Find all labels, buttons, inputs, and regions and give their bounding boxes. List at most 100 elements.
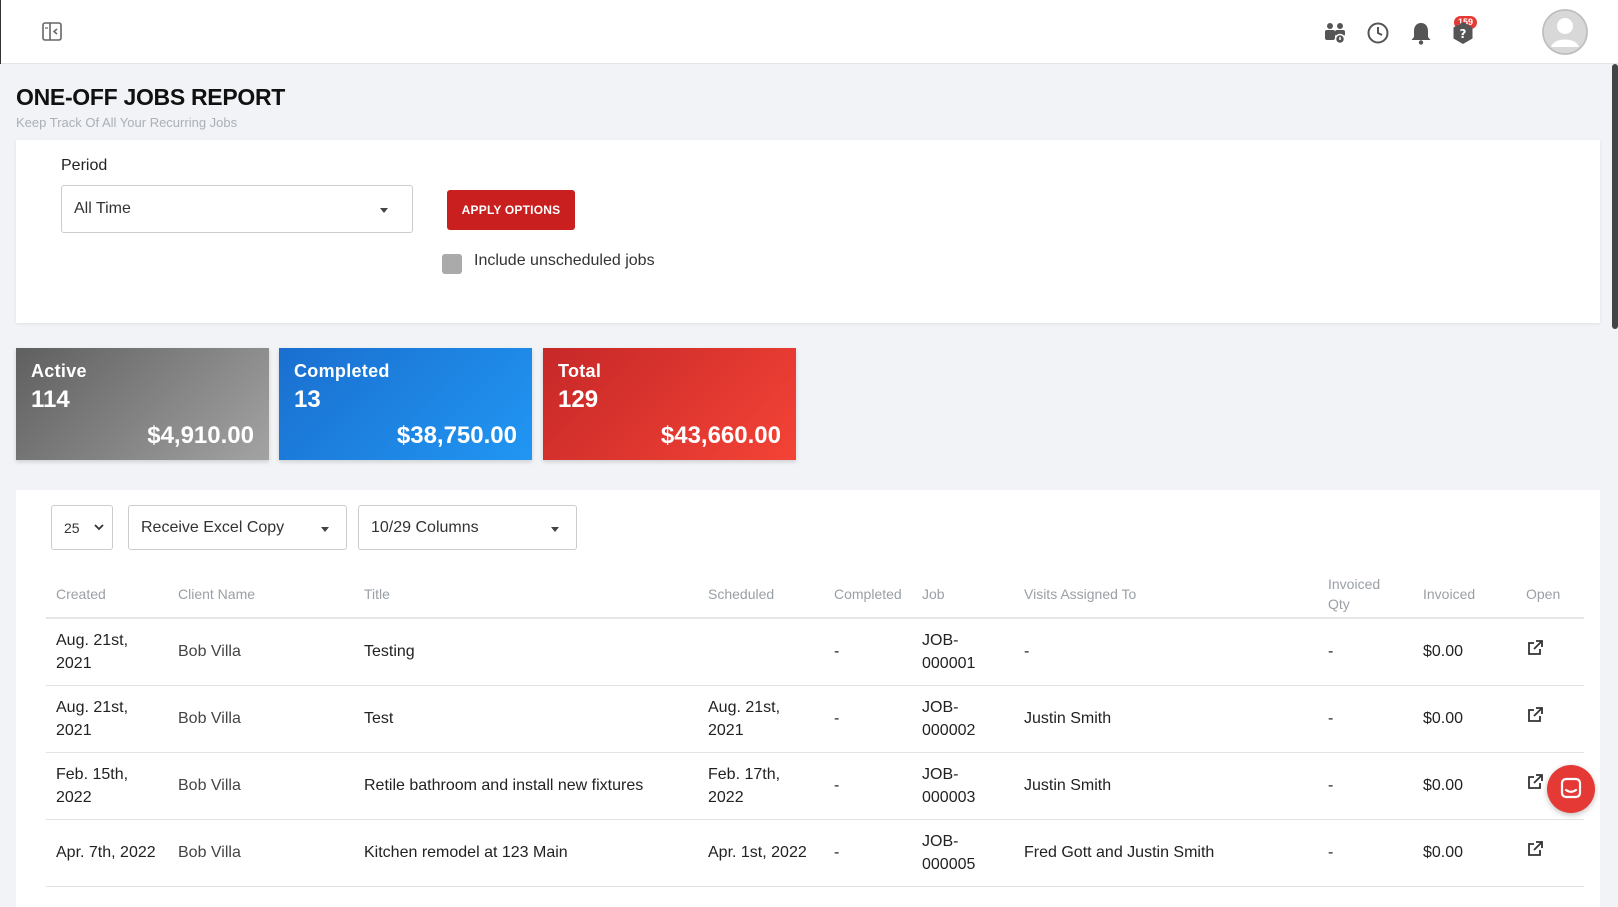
col-header-created[interactable]: Created <box>46 570 168 619</box>
stat-completed-amount: $38,750.00 <box>396 422 517 449</box>
cell-client: Bob Villa <box>168 618 354 686</box>
cell-job: JOB-000002 <box>912 685 1014 753</box>
chat-icon <box>1560 777 1582 799</box>
cell-scheduled <box>698 618 824 686</box>
team-icon[interactable] <box>1322 20 1348 46</box>
page-scrollbar[interactable] <box>1612 64 1618 329</box>
chat-launcher-button[interactable] <box>1547 765 1595 813</box>
options-card: Period All Time APPLY OPTIONS Include un… <box>16 140 1600 323</box>
top-bar: 159 ? <box>0 0 1618 64</box>
stat-card-total: Total 129 $43,660.00 <box>543 348 796 460</box>
col-header-scheduled[interactable]: Scheduled <box>698 570 824 619</box>
clock-icon[interactable] <box>1365 20 1391 46</box>
cell-client: Bob Villa <box>168 819 354 887</box>
apply-options-button[interactable]: APPLY OPTIONS <box>447 190 575 230</box>
stat-total-count: 129 <box>558 386 599 413</box>
jobs-table-card: 25 Receive Excel Copy 10/29 Columns Crea… <box>16 490 1600 907</box>
cell-created: Apr. 7th, 2022 <box>46 819 168 887</box>
external-link-icon[interactable] <box>1526 840 1544 858</box>
columns-select[interactable]: 10/29 Columns <box>358 505 577 550</box>
cell-title: Retile bathroom and install new fixtures <box>354 752 698 820</box>
cell-assigned: Fred Gott and Justin Smith <box>1014 819 1318 887</box>
stat-card-active: Active 114 $4,910.00 <box>16 348 269 460</box>
bell-icon[interactable] <box>1408 20 1434 46</box>
col-header-invoiced[interactable]: Invoiced <box>1413 570 1516 619</box>
period-label: Period <box>61 157 108 174</box>
user-avatar[interactable] <box>1542 9 1588 55</box>
chevron-down-icon <box>551 527 559 532</box>
jobs-table: Created Client Name Title Scheduled Comp… <box>46 570 1584 887</box>
table-row[interactable]: Aug. 21st, 2021 Bob Villa Testing - JOB-… <box>46 618 1584 686</box>
cell-assigned: Justin Smith <box>1014 685 1318 753</box>
include-unscheduled-label: Include unscheduled jobs <box>474 252 655 269</box>
include-unscheduled-checkbox[interactable] <box>442 254 462 274</box>
cell-invoiced: $0.00 <box>1413 618 1516 686</box>
cell-open <box>1516 685 1584 753</box>
page-title: ONE-OFF JOBS REPORT <box>16 84 286 110</box>
cell-job: JOB-000005 <box>912 819 1014 887</box>
col-header-job[interactable]: Job <box>912 570 1014 619</box>
columns-value: 10/29 Columns <box>371 519 479 536</box>
cell-invoiced: $0.00 <box>1413 819 1516 887</box>
cell-scheduled: Apr. 1st, 2022 <box>698 819 824 887</box>
col-header-completed[interactable]: Completed <box>824 570 912 619</box>
svg-text:?: ? <box>1460 27 1467 41</box>
stat-total-amount: $43,660.00 <box>660 422 781 449</box>
stat-card-completed: Completed 13 $38,750.00 <box>279 348 532 460</box>
col-header-assigned[interactable]: Visits Assigned To <box>1014 570 1318 619</box>
col-header-open: Open <box>1516 570 1584 619</box>
period-select[interactable]: All Time <box>61 185 413 233</box>
stat-active-label: Active <box>31 361 87 381</box>
cell-client: Bob Villa <box>168 685 354 753</box>
chevron-down-icon <box>380 208 388 213</box>
stat-active-count: 114 <box>31 386 70 413</box>
stat-total-label: Total <box>558 361 602 381</box>
cell-job: JOB-000001 <box>912 618 1014 686</box>
table-header-row: Created Client Name Title Scheduled Comp… <box>46 570 1584 619</box>
cell-open <box>1516 819 1584 887</box>
period-select-value: All Time <box>74 200 131 217</box>
cell-assigned: - <box>1014 618 1318 686</box>
col-header-client[interactable]: Client Name <box>168 570 354 619</box>
cell-title: Test <box>354 685 698 753</box>
cell-created: Aug. 21st, 2021 <box>46 685 168 753</box>
cell-completed: - <box>824 819 912 887</box>
col-header-title[interactable]: Title <box>354 570 698 619</box>
stat-active-amount: $4,910.00 <box>147 422 254 449</box>
excel-copy-select[interactable]: Receive Excel Copy <box>128 505 347 550</box>
table-row[interactable]: Apr. 7th, 2022 Bob Villa Kitchen remodel… <box>46 819 1584 887</box>
cell-created: Feb. 15th, 2022 <box>46 752 168 820</box>
cell-title: Kitchen remodel at 123 Main <box>354 819 698 887</box>
per-page-value: 25 <box>64 520 80 536</box>
chevron-down-icon <box>321 527 329 532</box>
page-subtitle: Keep Track Of All Your Recurring Jobs <box>16 115 238 130</box>
cell-title: Testing <box>354 618 698 686</box>
stat-completed-count: 13 <box>294 386 321 413</box>
external-link-icon[interactable] <box>1526 639 1544 657</box>
external-link-icon[interactable] <box>1526 706 1544 724</box>
cell-qty: - <box>1318 819 1413 887</box>
help-icon[interactable]: ? <box>1450 20 1476 46</box>
col-header-qty[interactable]: Invoiced Qty <box>1318 570 1413 619</box>
cell-invoiced: $0.00 <box>1413 752 1516 820</box>
per-page-select[interactable]: 25 <box>51 505 113 550</box>
cell-scheduled: Feb. 17th, 2022 <box>698 752 824 820</box>
chevron-down-icon <box>94 524 104 531</box>
cell-job: JOB-000003 <box>912 752 1014 820</box>
cell-client: Bob Villa <box>168 752 354 820</box>
cell-completed: - <box>824 752 912 820</box>
cell-assigned: Justin Smith <box>1014 752 1318 820</box>
cell-qty: - <box>1318 752 1413 820</box>
cell-scheduled: Aug. 21st, 2021 <box>698 685 824 753</box>
excel-copy-value: Receive Excel Copy <box>141 519 285 536</box>
table-row[interactable]: Feb. 15th, 2022 Bob Villa Retile bathroo… <box>46 752 1584 820</box>
cell-created: Aug. 21st, 2021 <box>46 618 168 686</box>
window-edge <box>0 0 1 64</box>
cell-completed: - <box>824 685 912 753</box>
stat-completed-label: Completed <box>294 361 390 381</box>
external-link-icon[interactable] <box>1526 773 1544 791</box>
cell-completed: - <box>824 618 912 686</box>
table-row[interactable]: Aug. 21st, 2021 Bob Villa Test Aug. 21st… <box>46 685 1584 753</box>
cell-qty: - <box>1318 685 1413 753</box>
sidebar-toggle-icon[interactable] <box>42 22 64 42</box>
